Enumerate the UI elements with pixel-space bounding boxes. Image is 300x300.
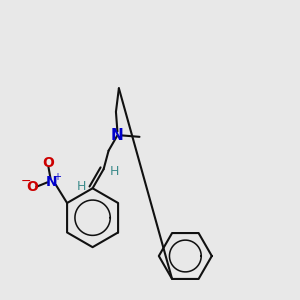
Text: H: H xyxy=(110,165,119,178)
Text: N: N xyxy=(46,176,57,189)
Text: +: + xyxy=(53,172,61,182)
Text: −: − xyxy=(21,175,32,188)
Text: O: O xyxy=(26,180,38,194)
Text: N: N xyxy=(111,128,124,143)
Text: O: O xyxy=(43,156,54,170)
Text: H: H xyxy=(77,180,86,193)
